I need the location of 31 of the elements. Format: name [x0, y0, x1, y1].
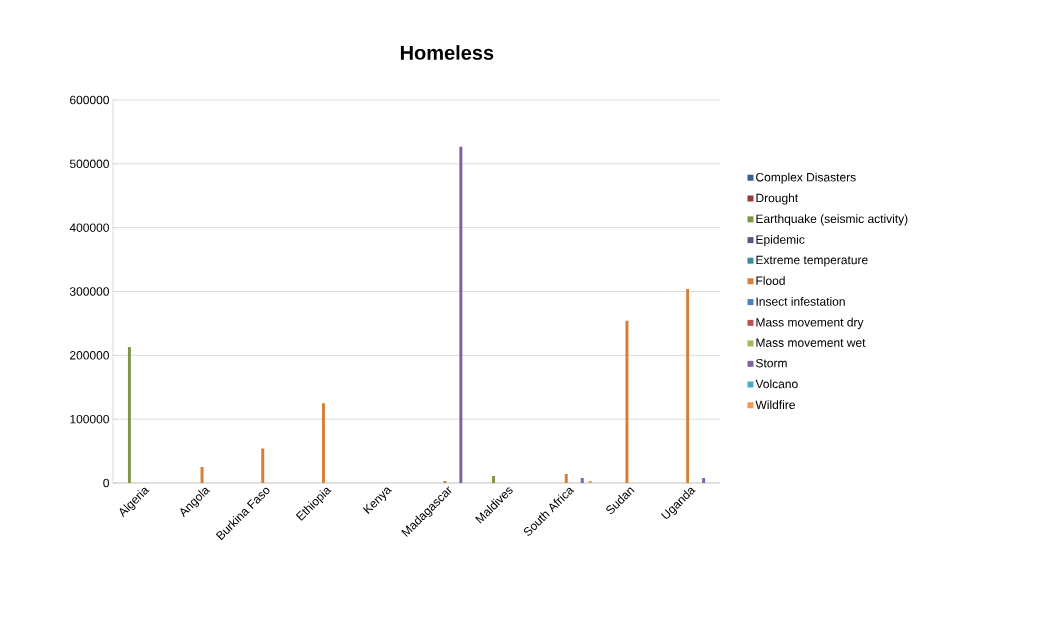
y-tick-label: 200000: [70, 351, 109, 360]
bar: [564, 474, 568, 483]
bar: [580, 477, 584, 483]
legend-label: Wildfire: [755, 400, 795, 409]
chart-title: Homeless: [400, 45, 494, 60]
legend-label: Extreme temperature: [756, 255, 868, 267]
bar: [261, 448, 265, 483]
legend-label: Flood: [756, 276, 785, 285]
bar: [321, 403, 325, 483]
y-tick-label: 400000: [69, 223, 109, 232]
legend-label: Storm: [756, 358, 787, 368]
bar: [200, 467, 204, 483]
legend-label: Complex Disasters: [756, 172, 856, 184]
bar: [127, 347, 131, 483]
y-tick-label: 600000: [70, 95, 109, 105]
y-tick-label: 300000: [69, 287, 109, 296]
bar: [625, 320, 629, 483]
legend-label: Earthquake (seismic activity): [756, 214, 908, 226]
bar: [492, 475, 496, 483]
y-tick-label: 0: [103, 478, 109, 488]
legend-label: Insect infestation: [756, 296, 845, 306]
legend-label: Mass movement wet: [756, 338, 866, 347]
y-tick-label: 500000: [69, 159, 109, 169]
bar: [702, 477, 706, 483]
bar: [459, 146, 463, 483]
legend-label: Mass movement dry: [756, 317, 864, 329]
legend-label: Drought: [756, 193, 799, 205]
y-tick-label: 100000: [70, 414, 109, 424]
legend-label: Volcano: [755, 379, 798, 389]
legend-label: Epidemic: [756, 235, 805, 247]
bar: [686, 288, 690, 483]
